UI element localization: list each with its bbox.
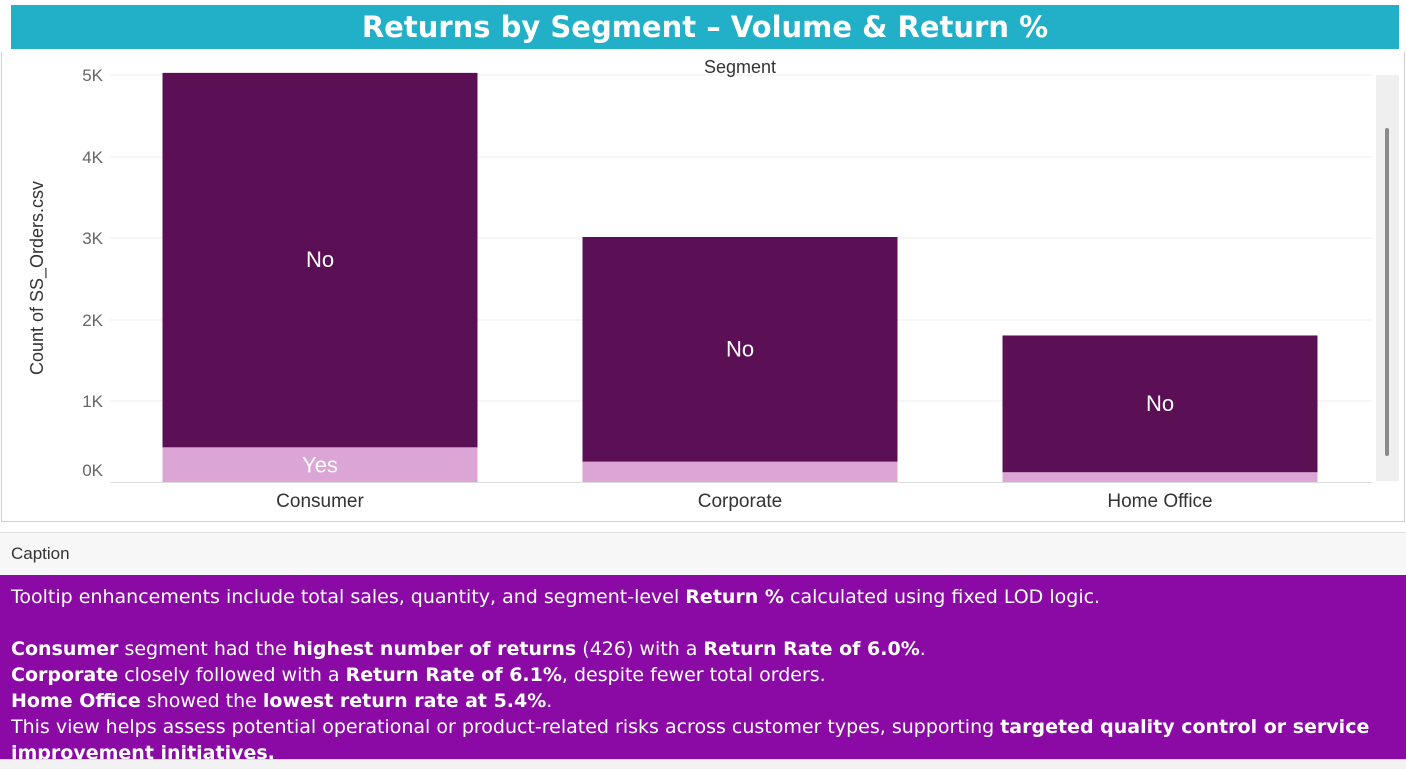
caption-bold-text: Home Office [11, 690, 141, 712]
bar-segment-yes[interactable] [582, 461, 898, 482]
caption-text: . [546, 690, 553, 712]
footer-strip [0, 759, 1406, 769]
caption-closing-line-2: improvement initiatives. [11, 740, 1395, 759]
caption-header: Caption [0, 532, 1406, 575]
y-tick-label: 3K [82, 229, 103, 248]
bar-segment-yes[interactable] [1002, 472, 1318, 482]
column-header-label: Segment [704, 57, 776, 77]
caption-intro-line: Tooltip enhancements include total sales… [11, 584, 1395, 610]
y-tick-label: 1K [82, 392, 103, 411]
caption-text: closely followed with a [118, 664, 346, 686]
bar-label-no: No [1146, 391, 1174, 416]
caption-text: calculated using fixed LOD logic. [783, 586, 1101, 608]
caption-bold-text: Corporate [11, 664, 119, 686]
caption-bold-text: targeted quality control or service [1000, 716, 1370, 738]
caption-consumer-line: Consumer segment had the highest number … [11, 636, 1395, 662]
y-tick-label: 4K [82, 148, 103, 167]
x-category-label: Home Office [1107, 491, 1212, 512]
dashboard-title: Returns by Segment – Volume & Return % [11, 5, 1399, 49]
caption-bold-text: Consumer [11, 638, 119, 660]
caption-bold-text: improvement initiatives. [11, 742, 275, 759]
bar-label-no: No [726, 336, 754, 361]
caption-closing-line: This view helps assess potential operati… [11, 714, 1395, 740]
caption-corporate-line: Corporate closely followed with a Return… [11, 662, 1395, 688]
caption-bold-text: Return % [685, 586, 784, 608]
bar-label-no: No [306, 247, 334, 272]
caption-text: segment had the [118, 638, 293, 660]
caption-bold-text: lowest return rate at 5.4% [262, 690, 547, 712]
x-category-label: Corporate [698, 491, 783, 512]
bar-segment-no[interactable] [162, 72, 478, 448]
y-tick-label: 0K [82, 461, 103, 480]
y-tick-label: 5K [82, 66, 103, 85]
bar-segment-yes[interactable] [162, 447, 478, 482]
caption-text: showed the [140, 690, 263, 712]
y-tick-label: 2K [82, 311, 103, 330]
caption-text: Tooltip enhancements include total sales… [11, 586, 686, 608]
bar-chart[interactable]: 0K 1K 2K 3K 4K 5K Count of SS_Orders.csv Segmen… [0, 52, 1376, 522]
caption-bold-text: highest number of returns [292, 638, 577, 660]
chart-scrollbar-thumb[interactable] [1385, 128, 1389, 456]
bar-label-yes: Yes [302, 453, 338, 478]
caption-bold-text: Return Rate of 6.0% [703, 638, 920, 660]
x-category-label: Consumer [276, 491, 364, 512]
y-axis-label: Count of SS_Orders.csv [27, 181, 48, 375]
caption-text: This view helps assess potential operati… [11, 716, 1001, 738]
caption-text: (426) with a [576, 638, 704, 660]
caption-body: Tooltip enhancements include total sales… [0, 575, 1406, 759]
bar-segment-no[interactable] [1002, 335, 1318, 473]
bar-segment-no[interactable] [582, 236, 898, 462]
caption-text: , despite fewer total orders. [561, 664, 826, 686]
caption-header-label: Caption [11, 544, 70, 563]
caption-text: . [919, 638, 926, 660]
caption-spacer [11, 610, 1395, 636]
caption-home-office-line: Home Office showed the lowest return rat… [11, 688, 1395, 714]
caption-bold-text: Return Rate of 6.1% [345, 664, 562, 686]
